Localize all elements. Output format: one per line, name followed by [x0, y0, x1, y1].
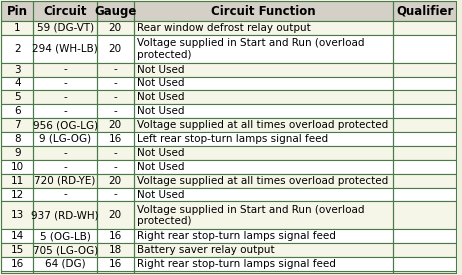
Text: 7: 7: [14, 120, 21, 130]
Bar: [1, 1, 457, 21]
Text: -: -: [113, 148, 117, 158]
Text: Qualifier: Qualifier: [396, 5, 454, 18]
Text: Voltage supplied at all times overload protected: Voltage supplied at all times overload p…: [137, 120, 389, 130]
Bar: [1, 90, 457, 104]
Text: -: -: [63, 189, 67, 200]
Text: 10: 10: [11, 162, 24, 172]
Text: 13: 13: [11, 210, 24, 220]
Text: Rear window defrost relay output: Rear window defrost relay output: [137, 23, 311, 33]
Text: 1: 1: [14, 23, 21, 33]
Text: 937 (RD-WH): 937 (RD-WH): [31, 210, 99, 220]
Text: -: -: [113, 189, 117, 200]
Text: 6: 6: [14, 106, 21, 116]
Text: Circuit Function: Circuit Function: [211, 5, 316, 18]
Text: 9: 9: [14, 148, 21, 158]
Text: 20: 20: [109, 23, 122, 33]
Text: Right rear stop-turn lamps signal feed: Right rear stop-turn lamps signal feed: [137, 231, 336, 241]
Text: Gauge: Gauge: [94, 5, 136, 18]
Bar: [1, 35, 457, 63]
Bar: [1, 146, 457, 160]
Text: Left rear stop-turn lamps signal feed: Left rear stop-turn lamps signal feed: [137, 134, 328, 144]
Bar: [1, 132, 457, 146]
Text: 956 (OG-LG): 956 (OG-LG): [33, 120, 98, 130]
Bar: [1, 21, 457, 35]
Text: 15: 15: [11, 245, 24, 255]
Text: -: -: [63, 162, 67, 172]
Text: Not Used: Not Used: [137, 65, 185, 75]
Text: 14: 14: [11, 231, 24, 241]
Bar: [1, 63, 457, 76]
Bar: [1, 174, 457, 188]
Text: 4: 4: [14, 78, 21, 89]
Text: -: -: [113, 162, 117, 172]
Text: Voltage supplied in Start and Run (overload
protected): Voltage supplied in Start and Run (overl…: [137, 38, 365, 60]
Text: Circuit: Circuit: [43, 5, 87, 18]
Bar: [1, 188, 457, 202]
Text: Voltage supplied at all times overload protected: Voltage supplied at all times overload p…: [137, 176, 389, 186]
Bar: [1, 118, 457, 132]
Text: 20: 20: [109, 120, 122, 130]
Text: 16: 16: [109, 134, 122, 144]
Text: 20: 20: [109, 44, 122, 54]
Bar: [1, 243, 457, 257]
Text: 16: 16: [109, 231, 122, 241]
Text: 5: 5: [14, 92, 21, 102]
Text: 705 (LG-OG): 705 (LG-OG): [32, 245, 98, 255]
Text: 20: 20: [109, 210, 122, 220]
Text: 64 (DG): 64 (DG): [45, 259, 85, 269]
Text: Right rear stop-turn lamps signal feed: Right rear stop-turn lamps signal feed: [137, 259, 336, 269]
Text: 20: 20: [109, 176, 122, 186]
Text: 3: 3: [14, 65, 21, 75]
Text: 5 (OG-LB): 5 (OG-LB): [40, 231, 91, 241]
Bar: [1, 202, 457, 229]
Bar: [1, 76, 457, 90]
Text: Battery saver relay output: Battery saver relay output: [137, 245, 275, 255]
Text: 720 (RD-YE): 720 (RD-YE): [35, 176, 96, 186]
Text: 2: 2: [14, 44, 21, 54]
Bar: [1, 104, 457, 118]
Text: 16: 16: [11, 259, 24, 269]
Text: Pin: Pin: [7, 5, 28, 18]
Text: -: -: [113, 78, 117, 89]
Text: -: -: [63, 148, 67, 158]
Text: Voltage supplied in Start and Run (overload
protected): Voltage supplied in Start and Run (overl…: [137, 205, 365, 226]
Text: 11: 11: [11, 176, 24, 186]
Text: 18: 18: [109, 245, 122, 255]
Text: 294 (WH-LB): 294 (WH-LB): [32, 44, 98, 54]
Text: 16: 16: [109, 259, 122, 269]
Text: 9 (LG-OG): 9 (LG-OG): [39, 134, 91, 144]
Text: Not Used: Not Used: [137, 106, 185, 116]
Text: Not Used: Not Used: [137, 162, 185, 172]
Bar: [1, 160, 457, 174]
Text: 59 (DG-VT): 59 (DG-VT): [36, 23, 94, 33]
Text: -: -: [113, 106, 117, 116]
Text: 8: 8: [14, 134, 21, 144]
Text: Not Used: Not Used: [137, 148, 185, 158]
Text: 12: 12: [11, 189, 24, 200]
Bar: [1, 229, 457, 243]
Text: -: -: [113, 65, 117, 75]
Text: -: -: [63, 78, 67, 89]
Bar: [1, 257, 457, 271]
Text: Not Used: Not Used: [137, 92, 185, 102]
Text: -: -: [63, 106, 67, 116]
Text: Not Used: Not Used: [137, 189, 185, 200]
Text: Not Used: Not Used: [137, 78, 185, 89]
Text: -: -: [113, 92, 117, 102]
Text: -: -: [63, 92, 67, 102]
Text: -: -: [63, 65, 67, 75]
